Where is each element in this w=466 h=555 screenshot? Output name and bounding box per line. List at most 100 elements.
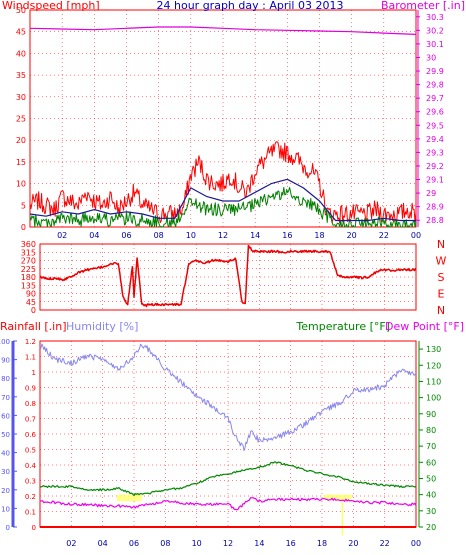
temperature-tick-label: 30 (426, 507, 436, 516)
barometer-tick-label: 29.4 (426, 135, 444, 144)
rainfall-tick-label: 0.2 (25, 493, 36, 501)
temperature-tick-label: 60 (426, 458, 436, 467)
time-tick-label: 02 (57, 231, 67, 240)
humidity-tick-label: 50 (1, 431, 10, 439)
rainfall-tick-label: 1 (32, 369, 36, 377)
low-windspeed-line (29, 186, 417, 228)
direction-degree-label: 315 (21, 248, 36, 257)
windspeed-tick-label: 25 (16, 115, 26, 124)
rainfall-tick-label: 0.6 (25, 431, 37, 439)
rainfall-axis-ticks: 0 0.1 0.2 0.3 0.4 0.5 0.6 0.7 0.8 0.9 1 1.1 1.2 (25, 338, 37, 532)
direction-degree-label: 360 (21, 240, 36, 249)
direction-degree-label: 180 (21, 273, 36, 282)
time-tick-label: 08 (160, 539, 170, 548)
wind-direction-line (39, 244, 417, 308)
barometer-tick-label: 30.1 (426, 40, 444, 49)
dewpoint-highlight (116, 494, 142, 502)
time-tick-label: 14 (250, 231, 260, 240)
barometer-axis-ticks: 28.8 28.9 29 29.1 29.2 29.3 29.4 29.5 29.6 29.7 29… (416, 10, 444, 227)
barometer-tick-label: 30.3 (426, 13, 444, 22)
compass-label: N (437, 238, 445, 251)
temperature-line (39, 461, 417, 497)
rain-humidity-temperature-panel: 0102030405060708090100 00.10.20.30.40.50… (0, 320, 464, 548)
wind-time-ticks: 02 04 06 08 10 12 14 16 18 20 22 00 (57, 231, 421, 240)
rainfall-tick-label: 0.1 (25, 509, 36, 517)
compass-label: N (437, 304, 445, 317)
time-tick-label: 22 (380, 539, 390, 548)
windspeed-tick-label: 50 (16, 6, 26, 15)
humidity-tick-label: 40 (1, 450, 10, 458)
rainfall-tick-label: 0.3 (25, 478, 36, 486)
temperature-axis-ticks: 20 30 40 50 60 70 80 90 100 110 120 130 (418, 341, 441, 532)
average-windspeed-line (29, 178, 416, 222)
rainfall-tick-label: 0 (32, 524, 36, 532)
humidity-tick-label: 60 (1, 412, 10, 420)
rainfall-tick-label: 0.5 (25, 447, 36, 455)
time-tick-label: 08 (154, 231, 164, 240)
humidity-line (39, 343, 417, 452)
rainfall-tick-label: 1.2 (25, 338, 36, 346)
temperature-grid (40, 340, 417, 528)
wind-series (29, 26, 417, 228)
temperature-tick-label: 70 (426, 442, 436, 451)
time-tick-label: 10 (186, 231, 196, 240)
time-tick-label: 20 (348, 539, 358, 548)
barometer-tick-label: 29.3 (426, 148, 444, 157)
compass-label: S (438, 271, 445, 284)
temperature-tick-label: 50 (426, 474, 436, 483)
time-tick-label: 00 (411, 231, 421, 240)
temperature-tick-label: 20 (426, 523, 436, 532)
barometer-tick-label: 28.9 (426, 203, 444, 212)
windspeed-line (29, 141, 417, 224)
humidity-tick-label: 10 (1, 505, 10, 513)
time-tick-label: 06 (129, 539, 139, 548)
barometer-tick-label: 28.8 (426, 216, 444, 225)
rainfall-tick-label: 0.7 (25, 416, 36, 424)
direction-degree-label: 0 (31, 306, 36, 315)
time-tick-label: 18 (317, 539, 327, 548)
humidity-tick-label: 80 (1, 375, 10, 383)
windspeed-tick-label: 15 (16, 158, 26, 167)
chart-title: 24 hour graph day : April 03 2013 (157, 0, 344, 12)
time-tick-label: 12 (218, 231, 228, 240)
barometer-tick-label: 30 (426, 53, 436, 62)
windspeed-tick-label: 10 (16, 180, 26, 189)
time-tick-label: 12 (223, 539, 233, 548)
humidity-axis-ticks: 0 10 20 30 40 50 60 70 80 90 100 (0, 338, 17, 532)
barometer-tick-label: 29.8 (426, 81, 444, 90)
time-tick-label: 16 (286, 539, 296, 548)
direction-series (39, 244, 417, 308)
barometer-line (29, 26, 417, 35)
rainfall-tick-label: 1.1 (25, 354, 36, 362)
compass-label: E (438, 288, 445, 301)
humidity-tick-label: 70 (1, 394, 10, 402)
barometer-tick-label: 29.6 (426, 108, 444, 117)
time-tick-label: 20 (347, 231, 357, 240)
time-tick-label: 02 (66, 539, 76, 548)
barometer-tick-label: 30.2 (426, 26, 444, 35)
humidity-tick-label: 0 (6, 524, 10, 532)
rainfall-axis-label: Rainfall [.in] (0, 320, 67, 333)
barometer-tick-label: 29.2 (426, 162, 444, 171)
direction-degree-label: 45 (26, 298, 36, 307)
rainfall-tick-label: 0.4 (25, 462, 37, 470)
time-tick-label: 00 (411, 539, 421, 548)
temperature-series (39, 343, 417, 535)
direction-degree-label: 270 (21, 257, 36, 266)
barometer-axis-label: Barometer [.in] (381, 0, 465, 12)
temperature-tick-label: 40 (426, 491, 436, 500)
barometer-tick-label: 29 (426, 189, 436, 198)
temperature-tick-label: 100 (426, 394, 441, 403)
windspeed-tick-label: 20 (16, 136, 26, 145)
humidity-axis-label: Humidity [%] (66, 320, 138, 333)
rainfall-tick-label: 0.8 (25, 400, 36, 408)
windspeed-tick-label: 5 (21, 201, 26, 210)
compass-label: W (436, 255, 447, 268)
windspeed-axis-label: Windspeed [mph] (2, 0, 100, 12)
dewpoint-line (39, 497, 417, 511)
temperature-time-ticks: 02 04 06 08 10 12 14 16 18 20 22 00 (66, 539, 421, 548)
windspeed-tick-label: 40 (16, 49, 26, 58)
windspeed-tick-label: 0 (21, 223, 26, 232)
